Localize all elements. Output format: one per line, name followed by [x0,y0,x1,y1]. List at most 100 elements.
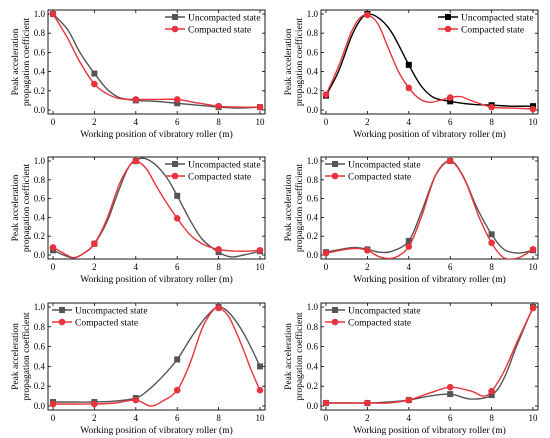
x-tick-label: 6 [448,413,453,423]
legend-label: Compacted state [348,319,411,329]
y-axis-label-line: Peak acceleration [284,28,294,95]
x-tick-label: 4 [134,262,139,272]
y-tick-label: 0.4 [34,212,46,222]
legend-label: Compacted state [461,26,524,36]
y-axis-label-line: propagation coefficient [21,164,32,253]
data-point-square [488,392,495,399]
data-point-circle [446,383,454,391]
y-axis-label-line: Peak acceleration [11,28,21,95]
y-tick-label: 0.2 [307,86,318,96]
x-tick-label: 0 [51,117,56,127]
data-point-square [174,100,181,107]
data-point-circle [405,396,413,404]
data-point-circle [173,215,181,222]
x-tick-label: 4 [407,413,412,423]
legend: Uncompacted state Compacted state [325,307,421,329]
data-point-circle [446,94,454,101]
series-line-2 [52,160,261,259]
data-point-circle [49,10,57,18]
y-axis-label-line: propagation coefficient [294,312,305,401]
x-tick-label: 8 [216,413,221,423]
y-tick-label: 0.8 [34,28,46,38]
y-axis-label-line: Peak acceleration [11,174,21,241]
legend-marker-square [332,161,338,167]
legend: Uncompacted state Compacted state [165,161,261,183]
y-axis-label: Peak accelerationpropagation coefficient [284,18,305,107]
data-point-circle [132,157,140,165]
x-tick-label: 10 [256,117,266,127]
y-tick-label: 0.0 [34,250,46,260]
legend-marker-square [332,307,338,313]
chart-panel-5: 0 2 4 6 8 10 0.0 0.2 0.4 0.6 0.8 1.0 Working positio… [11,302,266,436]
legend-marker-circle [171,25,179,33]
x-axis-label: Working position of vibratory roller (m) [80,274,233,285]
data-point-circle [405,243,413,250]
plot-frame [320,156,539,260]
x-tick-label: 6 [448,262,453,272]
legend: Uncompacted state Compacted state [52,307,148,329]
y-tick-label: 0.8 [307,322,319,332]
legend-label: Compacted state [188,173,251,183]
legend-label: Compacted state [348,173,411,183]
y-tick-label: 1.0 [34,9,46,19]
y-tick-label: 0.4 [307,67,319,77]
x-axis-label: Working position of vibratory roller (m) [80,129,233,140]
series-line-2 [325,160,534,259]
data-point-circle [364,247,371,254]
data-point-circle [322,399,330,407]
legend-label: Uncompacted state [188,14,261,24]
x-tick-label: 8 [216,117,221,127]
x-tick-label: 10 [529,413,539,423]
y-tick-label: 0.8 [307,175,319,185]
y-tick-label: 1.0 [34,156,46,166]
legend-label: Uncompacted state [348,307,421,317]
legend: Uncompacted state Compacted state [165,14,261,36]
y-tick-label: 0.6 [34,47,46,57]
x-tick-label: 10 [256,413,266,423]
data-point-circle [256,103,264,111]
data-point-circle [256,247,264,254]
data-point-circle [322,91,330,98]
data-point-circle [488,103,495,111]
data-point-square [257,363,263,370]
x-tick-label: 0 [51,262,56,272]
data-point-square [488,231,495,238]
x-tick-label: 6 [175,262,180,272]
data-point-circle [322,249,330,257]
data-point-circle [215,102,222,110]
x-tick-label: 0 [51,413,56,423]
plot-frame [320,9,539,115]
y-axis-label: Peak accelerationpropagation coefficient [284,164,305,253]
plot-frame [47,9,266,115]
legend-marker-square [172,161,178,167]
y-axis-label-line: propagation coefficient [21,312,32,401]
x-tick-label: 0 [324,262,329,272]
y-tick-label: 0.6 [34,342,46,352]
x-tick-label: 6 [175,413,180,423]
legend-label: Uncompacted state [75,307,148,317]
x-tick-label: 10 [256,262,266,272]
legend-label: Uncompacted state [188,161,261,171]
data-point-circle [405,84,413,92]
data-point-circle [446,157,454,165]
data-point-circle [173,386,181,394]
x-tick-label: 4 [134,117,139,127]
legend-marker-circle [444,25,452,33]
x-tick-label: 0 [324,413,329,423]
data-point-square [405,237,412,244]
data-point-circle [364,399,371,407]
y-tick-label: 0.6 [307,47,319,57]
data-point-circle [173,96,181,103]
x-tick-label: 2 [365,262,370,272]
chart-panel-6: 0 2 4 6 8 10 0.0 0.2 0.4 0.6 0.8 1.0 Working positio… [284,302,539,436]
data-point-square [405,61,412,68]
data-point-circle [364,11,371,19]
legend-marker-circle [331,318,339,326]
y-axis-label: Peak accelerationpropagation coefficient [11,312,32,401]
x-tick-label: 0 [324,117,329,127]
plot-frame [320,302,539,411]
x-tick-label: 2 [365,413,370,423]
y-tick-label: 0.4 [307,212,319,222]
chart-panel-4: 0 2 4 6 8 10 0.0 0.2 0.4 0.6 0.8 1.0 Working positio… [284,156,539,285]
